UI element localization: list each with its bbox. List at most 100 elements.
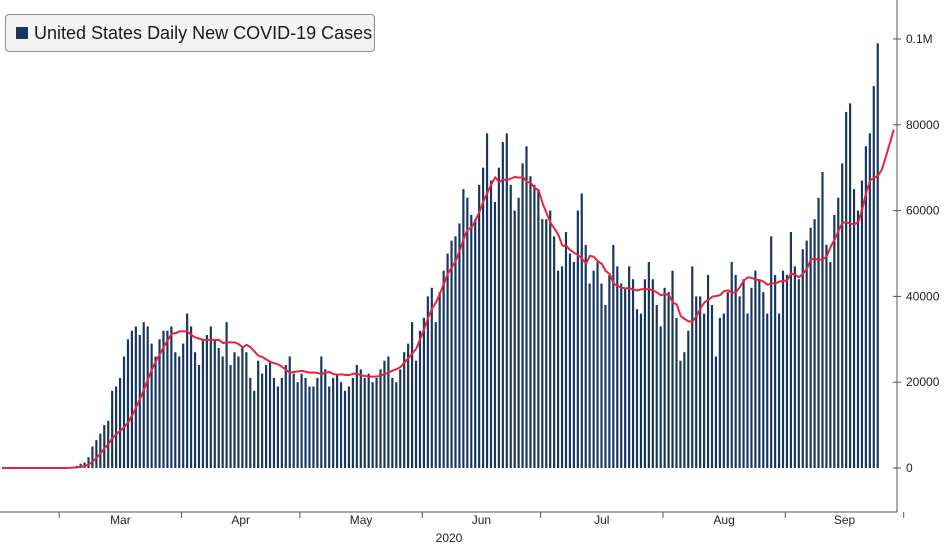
- bar: [300, 373, 303, 468]
- bar: [529, 176, 532, 468]
- bar: [343, 390, 347, 468]
- bar: [505, 133, 508, 468]
- bar: [687, 330, 690, 468]
- bar: [91, 446, 94, 468]
- x-tick-label: Sep: [834, 513, 856, 527]
- bar: [474, 219, 477, 468]
- bar: [770, 236, 773, 468]
- bar: [150, 343, 153, 468]
- bar: [553, 236, 556, 468]
- bar: [628, 266, 631, 468]
- y-tick-label: 0.1M: [906, 32, 933, 46]
- bar: [245, 352, 248, 468]
- bar: [541, 219, 544, 468]
- bar: [872, 86, 875, 468]
- bar: [730, 262, 733, 468]
- bar: [430, 287, 433, 468]
- bar: [304, 377, 307, 468]
- bar: [174, 352, 177, 468]
- bar: [679, 360, 682, 468]
- bar: [564, 232, 568, 468]
- bar: [845, 111, 848, 469]
- bar: [754, 270, 757, 468]
- bar: [521, 163, 524, 468]
- bar: [766, 313, 769, 468]
- bar: [852, 189, 856, 468]
- bar: [813, 219, 816, 468]
- bar: [667, 292, 670, 468]
- bar: [639, 313, 643, 468]
- bar: [482, 167, 485, 468]
- y-tick-label: 60000: [906, 204, 940, 218]
- bar: [860, 180, 864, 468]
- x-tick-label: Jul: [594, 513, 609, 527]
- bar: [462, 189, 465, 468]
- legend-label: United States Daily New COVID-19 Cases: [34, 22, 373, 43]
- bar: [675, 317, 678, 468]
- bar: [833, 214, 836, 468]
- bar: [363, 377, 366, 468]
- bar: [332, 377, 335, 468]
- bar: [750, 287, 753, 468]
- bar: [182, 343, 185, 468]
- bar: [710, 304, 714, 468]
- bar: [186, 313, 189, 468]
- bar: [99, 433, 102, 468]
- bar: [517, 197, 520, 469]
- bar: [426, 296, 429, 468]
- bar: [864, 146, 867, 468]
- bar: [241, 347, 244, 468]
- bar: [276, 386, 279, 468]
- bar: [509, 184, 512, 469]
- bar: [604, 304, 607, 468]
- x-axis-ticks: MarAprMayJunJulAugSepOct: [58, 512, 905, 527]
- bar: [312, 386, 315, 468]
- bar: [434, 322, 437, 468]
- bar: [221, 356, 224, 468]
- bar: [643, 279, 646, 468]
- bar: [718, 317, 721, 468]
- bar: [87, 457, 90, 468]
- bar: [600, 283, 603, 468]
- bar: [837, 197, 840, 469]
- bar: [399, 369, 402, 468]
- bar: [403, 352, 406, 468]
- bar: [695, 296, 698, 468]
- bar: [272, 377, 276, 468]
- bar: [817, 197, 820, 469]
- bar: [347, 386, 351, 468]
- bar: [489, 180, 493, 468]
- bar: [549, 210, 552, 468]
- y-tick-label: 40000: [906, 289, 940, 303]
- bar: [170, 326, 173, 468]
- bar: [201, 339, 205, 468]
- bar: [418, 330, 422, 468]
- bar: [856, 210, 860, 468]
- bar: [103, 425, 106, 468]
- bar: [339, 382, 343, 468]
- bar: [146, 326, 149, 468]
- bar: [655, 304, 658, 468]
- x-tick-label: May: [350, 513, 373, 527]
- bar: [560, 266, 564, 468]
- bar: [229, 365, 232, 468]
- bar: [407, 343, 410, 468]
- bar: [620, 283, 623, 468]
- bar: [785, 274, 789, 468]
- bar: [328, 386, 331, 468]
- bar: [209, 326, 212, 468]
- bar: [592, 270, 595, 468]
- x-tick-label: Mar: [110, 513, 131, 527]
- bar: [513, 210, 516, 468]
- bar: [442, 270, 445, 468]
- bar: [134, 326, 137, 468]
- bar: [793, 266, 796, 468]
- bar: [497, 167, 500, 468]
- bar: [178, 356, 181, 468]
- bar: [671, 270, 674, 468]
- bar: [324, 369, 327, 468]
- bar: [367, 373, 370, 468]
- bar: [493, 202, 497, 468]
- bar: [588, 283, 591, 468]
